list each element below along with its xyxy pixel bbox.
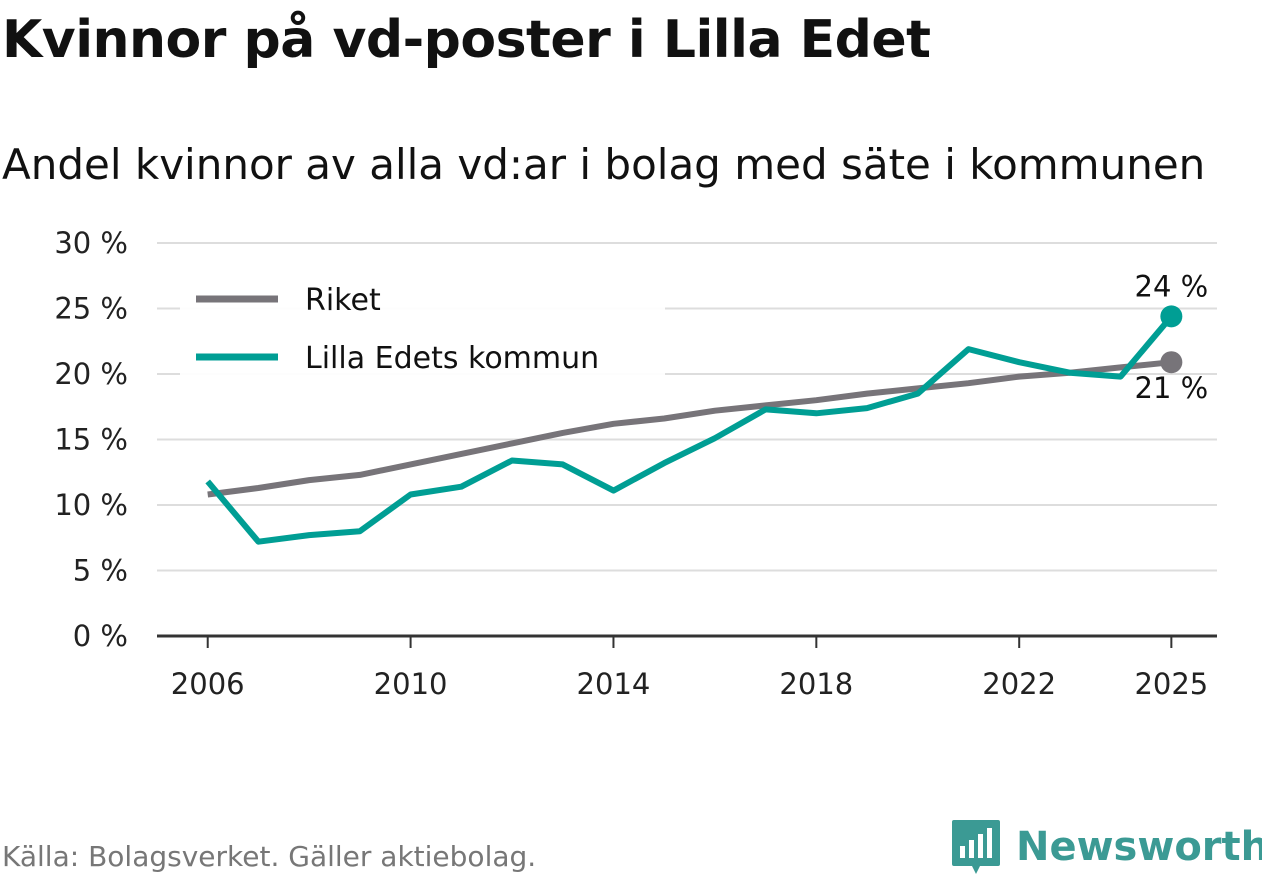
y-tick-label-20: 20 % [54, 357, 128, 391]
source-note: Källa: Bolagsverket. Gäller aktiebolag. [2, 840, 537, 873]
newsworthy-logo-icon [952, 820, 1000, 874]
legend-label-riket: Riket [305, 283, 381, 318]
y-tick-label-25: 25 % [54, 292, 128, 326]
x-axis-ticks: 2006 2010 2014 2018 2022 2025 [171, 636, 1208, 701]
legend-label-lilla-edets-kommun: Lilla Edets kommun [305, 341, 599, 376]
legend: Riket Lilla Edets kommun [180, 272, 665, 380]
series-line-riket [207, 359, 1172, 498]
x-tick-label-2006: 2006 [171, 667, 245, 701]
end-label-lilla-edets-kommun: 24 % [1135, 269, 1209, 303]
x-tick-label-2022: 2022 [982, 667, 1056, 701]
x-tick-label-2018: 2018 [779, 667, 853, 701]
y-tick-label-15: 15 % [54, 423, 128, 457]
series-lines [205, 305, 1183, 545]
x-tick-label-2025: 2025 [1134, 667, 1208, 701]
brand-name: Newsworthy [1016, 824, 1262, 870]
end-point-lilla-edets-kommun [1160, 305, 1183, 328]
series-line-lilla-edets-kommun [205, 314, 1174, 545]
x-tick-label-2014: 2014 [577, 667, 651, 701]
end-point-riket [1160, 351, 1183, 374]
y-tick-label-10: 10 % [54, 488, 128, 522]
y-axis-ticks: 0 % 5 % 10 % 15 % 20 % 25 % 30 % [54, 226, 128, 653]
end-labels: 21 % 24 % [1135, 269, 1209, 405]
y-tick-label-30: 30 % [54, 226, 128, 260]
legend-background [180, 272, 665, 380]
y-tick-label-5: 5 % [73, 554, 128, 588]
x-tick-label-2010: 2010 [374, 667, 448, 701]
brand-logo: Newsworthy [950, 818, 1262, 876]
chart-title: Kvinnor på vd-poster i Lilla Edet [2, 10, 931, 70]
chart-subtitle: Andel kvinnor av alla vd:ar i bolag med … [2, 140, 1206, 189]
y-tick-label-0: 0 % [73, 619, 128, 653]
end-label-riket: 21 % [1135, 371, 1209, 405]
